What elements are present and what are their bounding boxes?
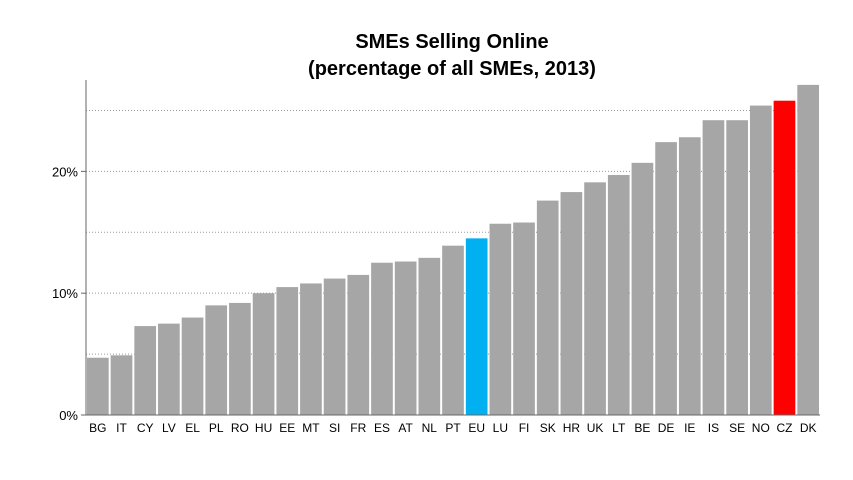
x-tick-label: PT bbox=[445, 421, 461, 435]
x-tick-label: HU bbox=[255, 421, 272, 435]
x-tick-label: EE bbox=[279, 421, 295, 435]
bar-lt bbox=[607, 175, 630, 415]
x-tick-label: LT bbox=[612, 421, 626, 435]
chart-subtitle: (percentage of all SMEs, 2013) bbox=[308, 58, 596, 80]
bar-se bbox=[726, 120, 748, 415]
bar-cz bbox=[773, 100, 796, 415]
bar-si bbox=[323, 278, 346, 415]
bar-el bbox=[181, 317, 204, 415]
x-tick-label: SE bbox=[729, 421, 745, 435]
bar-pl bbox=[205, 305, 228, 415]
x-tick-label: RO bbox=[231, 421, 249, 435]
x-tick-label: CZ bbox=[776, 421, 792, 435]
bar-at bbox=[394, 261, 417, 415]
x-tick-label: BE bbox=[634, 421, 650, 435]
x-axis: BG IT CY LV EL PL RO HU EE MT SI FR ES AT NL PT EU LU FI SK… bbox=[86, 414, 820, 435]
x-tick-label: EU bbox=[468, 421, 485, 435]
x-tick-label: NL bbox=[422, 421, 438, 435]
x-tick-label: FI bbox=[519, 421, 530, 435]
x-tick-label: AT bbox=[398, 421, 413, 435]
bar-bg bbox=[87, 357, 109, 415]
x-tick-label: DK bbox=[800, 421, 817, 435]
bar-es bbox=[371, 262, 393, 415]
x-tick-label: ES bbox=[374, 421, 390, 435]
y-tick-label: 0% bbox=[59, 408, 78, 423]
chart-title: SMEs Selling Online bbox=[355, 31, 548, 53]
bars bbox=[87, 84, 819, 416]
x-tick-label: IT bbox=[116, 421, 127, 435]
x-tick-label: DE bbox=[658, 421, 675, 435]
x-tick-label: EL bbox=[185, 421, 200, 435]
bar-eu bbox=[465, 238, 488, 415]
bar-cy bbox=[134, 326, 157, 415]
bar-lu bbox=[489, 223, 512, 415]
y-tick-label: 20% bbox=[52, 164, 78, 179]
bar-hu bbox=[252, 293, 275, 415]
bar-lv bbox=[158, 323, 180, 415]
bar-fi bbox=[513, 222, 535, 415]
y-axis: 0% 10% 20% bbox=[52, 80, 87, 423]
bar-hr bbox=[560, 192, 583, 415]
x-tick-label: SI bbox=[329, 421, 340, 435]
x-tick-label: MT bbox=[302, 421, 320, 435]
bar-nl bbox=[418, 257, 441, 415]
bar-fr bbox=[347, 274, 370, 415]
x-tick-label: CY bbox=[137, 421, 154, 435]
x-tick-label: HR bbox=[563, 421, 581, 435]
bar-it bbox=[110, 355, 133, 415]
bar-is bbox=[702, 120, 725, 415]
x-tick-label: LV bbox=[162, 421, 176, 435]
bar-ie bbox=[678, 137, 701, 415]
x-tick-label: LU bbox=[493, 421, 508, 435]
bar-pt bbox=[442, 245, 464, 415]
bar-be bbox=[631, 162, 654, 415]
x-tick-label: PL bbox=[209, 421, 224, 435]
bar-de bbox=[655, 142, 677, 416]
x-tick-label: NO bbox=[752, 421, 770, 435]
x-tick-label: IS bbox=[708, 421, 719, 435]
bar-dk bbox=[797, 84, 819, 415]
bar-uk bbox=[584, 182, 606, 415]
bar-no bbox=[749, 105, 772, 415]
bar-ee bbox=[276, 287, 299, 415]
x-tick-label: FR bbox=[350, 421, 366, 435]
x-tick-label: SK bbox=[540, 421, 556, 435]
x-tick-label: UK bbox=[587, 421, 604, 435]
x-tick-label: BG bbox=[89, 421, 106, 435]
bar-ro bbox=[229, 302, 251, 415]
bar-sk bbox=[536, 200, 559, 415]
bar-mt bbox=[300, 283, 322, 415]
y-tick-label: 10% bbox=[52, 286, 78, 301]
x-tick-label: IE bbox=[684, 421, 695, 435]
